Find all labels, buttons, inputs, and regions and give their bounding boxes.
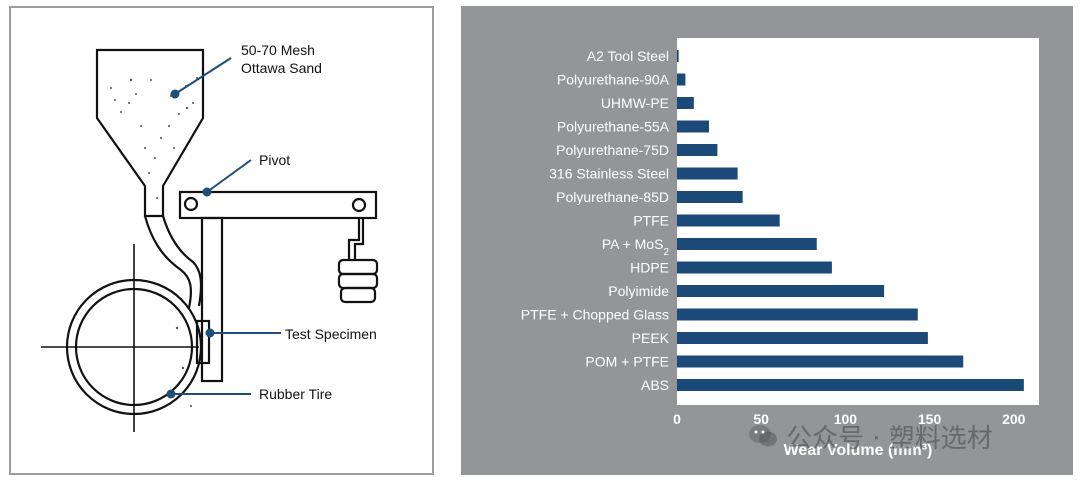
sand-label-line2: Ottawa Sand	[241, 60, 322, 76]
x-tick-label: 200	[1002, 411, 1026, 427]
sand-speckle	[110, 77, 198, 407]
wear-volume-chart: A2 Tool Steel Polyurethane-90A UHMW-PE Poly…	[521, 38, 1039, 459]
bar	[677, 50, 679, 62]
sand-feed-tube	[143, 215, 192, 309]
category-label: PEEK	[632, 330, 670, 346]
category-label: Polyimide	[608, 283, 669, 299]
bar	[677, 120, 709, 133]
test-specimen	[195, 319, 211, 365]
category-label: A2 Tool Steel	[587, 48, 669, 64]
bar	[677, 144, 718, 156]
wear-volume-chart-panel: A2 Tool Steel Polyurethane-90A UHMW-PE Poly…	[461, 6, 1073, 475]
category-label: UHMW-PE	[601, 95, 669, 111]
x-tick-label: 100	[834, 411, 858, 427]
category-label: PTFE	[633, 213, 669, 229]
bar	[677, 379, 1024, 391]
bar	[677, 355, 964, 368]
specimen-holder	[200, 216, 224, 383]
x-axis-title: Wear Volume (mm³)	[784, 442, 933, 459]
bar	[677, 167, 738, 180]
watermark-text: 公众号 · 塑料选材	[786, 423, 993, 454]
bar	[677, 97, 694, 109]
category-label: Polyurethane-55A	[557, 119, 670, 135]
apparatus-diagram-panel: 50-70 Mesh Ottawa Sand Pivot Test Specim…	[9, 6, 434, 475]
category-label: PA + MoS2	[602, 236, 670, 258]
category-label: Polyurethane-90A	[557, 72, 670, 88]
sand-label-line1: 50-70 Mesh	[241, 42, 315, 58]
category-label: PTFE + Chopped Glass	[521, 307, 669, 323]
category-label: 316 Stainless Steel	[549, 166, 669, 182]
x-tick-label: 0	[673, 411, 681, 427]
bar	[677, 73, 686, 86]
category-label: POM + PTFE	[585, 354, 669, 370]
rubber-tire-label: Rubber Tire	[259, 386, 333, 402]
category-label: Polyurethane-85D	[556, 189, 669, 205]
wechat-icon	[749, 425, 777, 447]
lever-arm	[178, 190, 378, 220]
category-label: ABS	[641, 377, 669, 393]
bar	[677, 261, 832, 274]
bar	[677, 285, 885, 297]
bar	[677, 191, 743, 203]
weight-stack	[337, 258, 379, 276]
bar	[677, 214, 780, 227]
bar	[677, 308, 918, 321]
bar	[677, 238, 817, 250]
pivot-point	[183, 196, 199, 212]
watermark: 公众号 · 塑料选材	[748, 416, 993, 456]
x-tick-label: 50	[753, 411, 769, 427]
apparatus-drawing	[41, 48, 379, 432]
pivot-label: Pivot	[259, 152, 291, 168]
category-label: HDPE	[630, 260, 669, 276]
bar	[677, 332, 928, 344]
test-specimen-label: Test Specimen	[285, 326, 377, 342]
category-label: Polyurethane-75D	[556, 142, 669, 158]
x-tick-label: 150	[918, 411, 942, 427]
